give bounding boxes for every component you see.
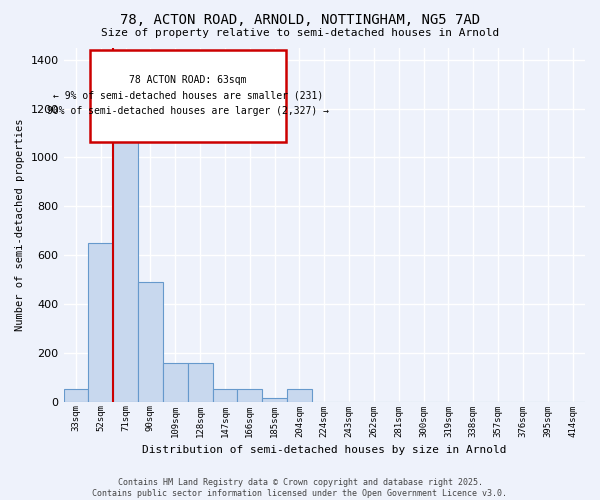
- Bar: [212, 390, 238, 402]
- Bar: [188, 362, 212, 402]
- Bar: [138, 282, 163, 402]
- Bar: [238, 390, 262, 402]
- Bar: [88, 243, 113, 402]
- X-axis label: Distribution of semi-detached houses by size in Arnold: Distribution of semi-detached houses by …: [142, 445, 506, 455]
- Text: 78 ACTON ROAD: 63sqm
← 9% of semi-detached houses are smaller (231)
90% of semi-: 78 ACTON ROAD: 63sqm ← 9% of semi-detach…: [47, 75, 329, 116]
- Bar: [287, 390, 312, 402]
- Bar: [262, 398, 287, 402]
- Text: Contains HM Land Registry data © Crown copyright and database right 2025.
Contai: Contains HM Land Registry data © Crown c…: [92, 478, 508, 498]
- Y-axis label: Number of semi-detached properties: Number of semi-detached properties: [15, 118, 25, 331]
- Bar: [64, 390, 88, 402]
- Bar: [163, 362, 188, 402]
- Text: 78, ACTON ROAD, ARNOLD, NOTTINGHAM, NG5 7AD: 78, ACTON ROAD, ARNOLD, NOTTINGHAM, NG5 …: [120, 12, 480, 26]
- Bar: [113, 114, 138, 402]
- Text: Size of property relative to semi-detached houses in Arnold: Size of property relative to semi-detach…: [101, 28, 499, 38]
- FancyBboxPatch shape: [89, 50, 286, 142]
